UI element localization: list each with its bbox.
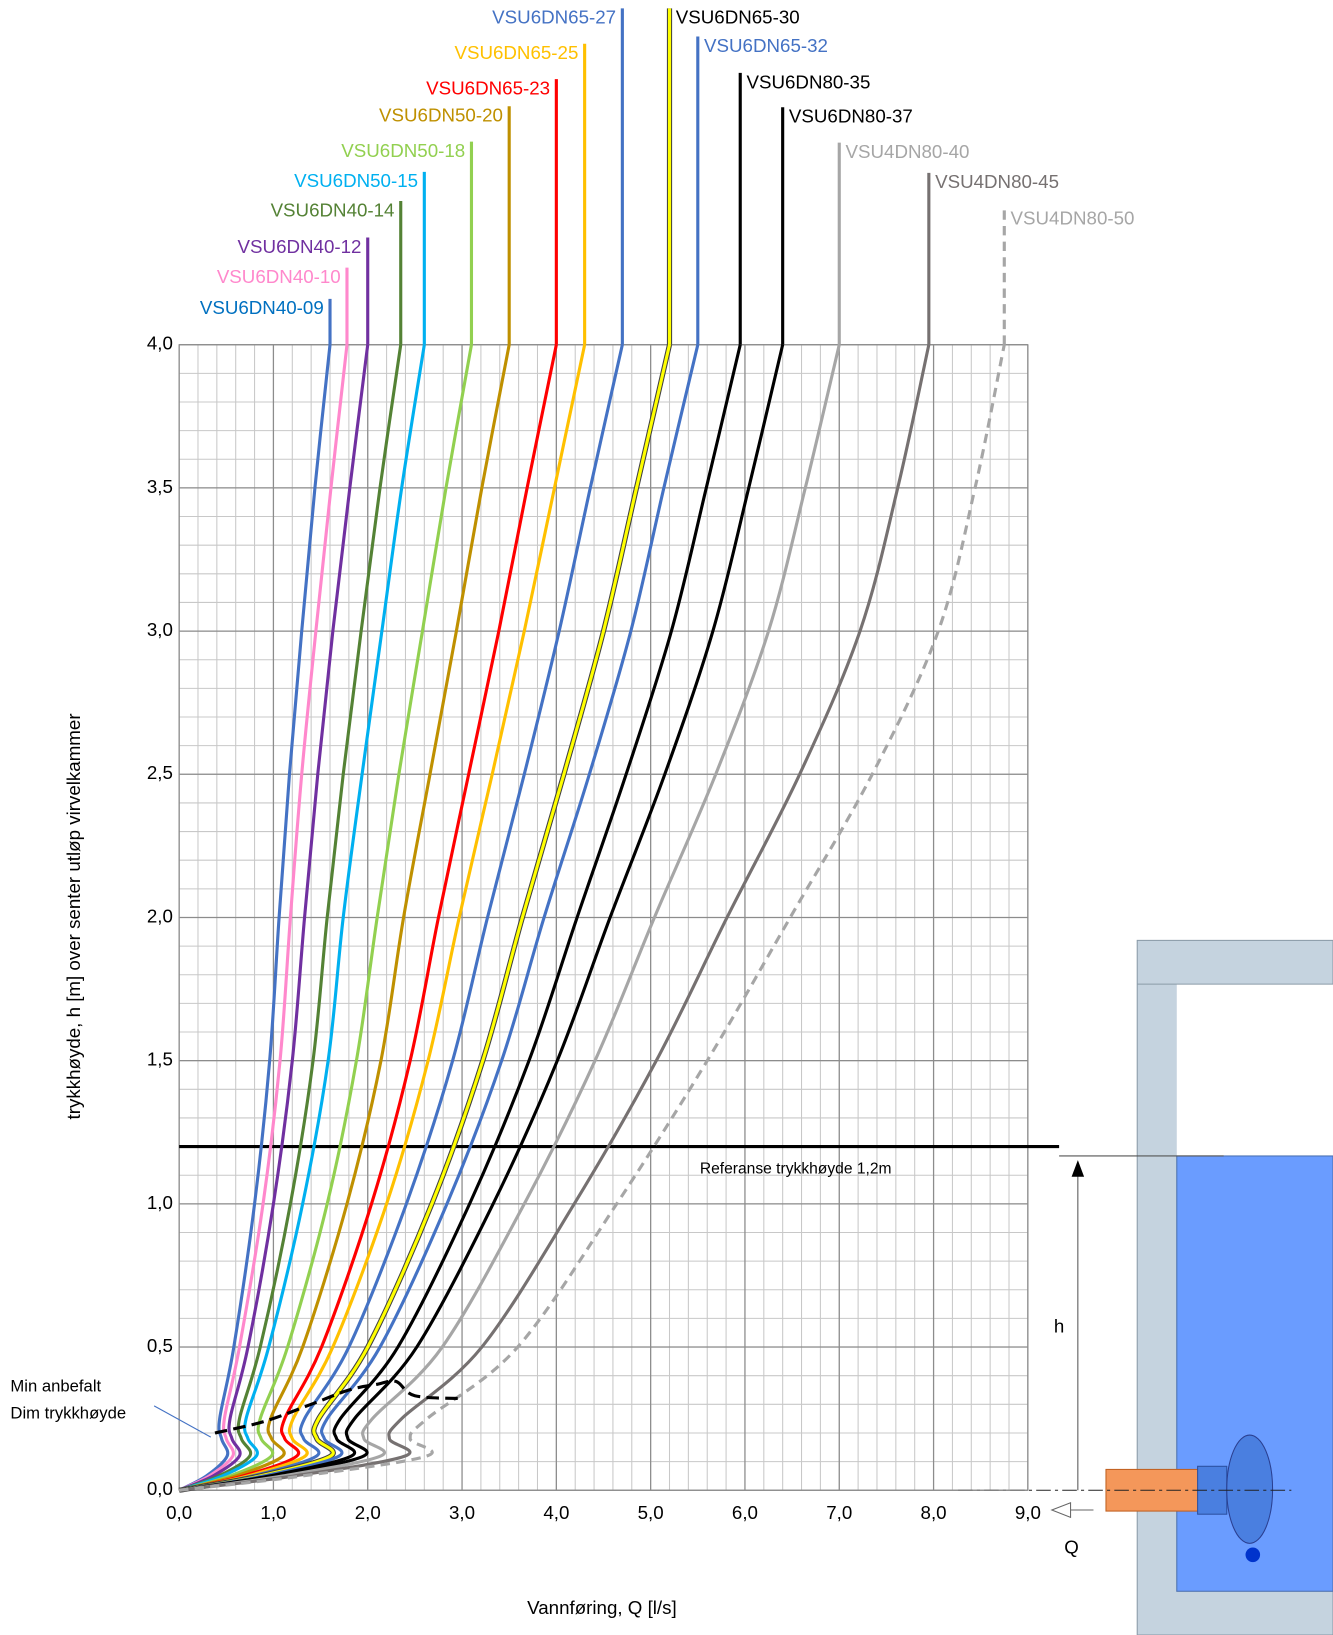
valve-outlet [1246,1548,1261,1563]
legend-label: VSU6DN65-25 [454,42,578,63]
legend-label: VSU6DN65-27 [492,7,616,28]
y-tick-label: 2,0 [147,905,173,926]
y-tick-label: 1,5 [147,1049,173,1070]
legend-label: VSU4DN80-40 [846,141,970,162]
legend-label: VSU6DN65-32 [704,35,828,56]
y-tick-label: 4,0 [147,333,173,354]
y-tick-label: 3,0 [147,619,173,640]
x-tick-label: 3,0 [449,1502,475,1523]
legend-label: VSU6DN80-35 [746,71,870,92]
x-axis-label: Vannføring, Q [l/s] [527,1597,677,1618]
chart: h Q Vannføring, Q [l/s] trykkhøyde, h [m… [0,0,1333,1635]
arrow-head [1072,1160,1084,1177]
legend-label: VSU6DN50-18 [341,140,465,161]
reference-label: Referanse trykkhøyde 1,2m [700,1161,892,1178]
y-axis-label: trykkhøyde, h [m] over senter utløp virv… [63,713,84,1119]
x-tick-label: 4,0 [543,1502,569,1523]
x-tick-label: 6,0 [732,1502,758,1523]
legend-label: VSU4DN80-45 [935,171,1059,192]
x-tick-label: 9,0 [1015,1502,1041,1523]
legend-label: VSU6DN40-10 [217,266,341,287]
x-tick-label: 0,0 [166,1502,192,1523]
valve [1227,1435,1273,1543]
y-tick-label: 2,5 [147,762,173,783]
legend-label: VSU6DN65-30 [676,7,800,28]
y-tick-label: 0,5 [147,1335,173,1356]
legend-label: VSU4DN80-50 [1011,208,1135,229]
flow-arrow-head [1052,1503,1071,1518]
annotation: Min anbefalt [10,1377,101,1396]
annotation: Dim trykkhøyde [10,1404,126,1423]
x-tick-label: 7,0 [826,1502,852,1523]
x-tick-label: 5,0 [638,1502,664,1523]
legend-label: VSU6DN50-15 [294,170,418,191]
h-label: h [1054,1316,1064,1337]
grid-layer [179,345,1028,1491]
legend-label: VSU6DN65-23 [426,78,550,99]
legend-label: VSU6DN40-12 [238,236,362,257]
legend-label: VSU6DN40-09 [200,297,324,318]
x-tick-label: 1,0 [260,1502,286,1523]
q-label: Q [1064,1537,1079,1558]
x-tick-label: 8,0 [921,1502,947,1523]
legend-label: VSU6DN80-37 [789,106,913,127]
page: {"chart_data":{"type":"line", "x_label":… [0,0,1333,1635]
y-tick-label: 0,0 [147,1478,173,1499]
legend-label: VSU6DN50-20 [379,105,503,126]
diagram: h Q [958,940,1333,1635]
legend-label: VSU6DN40-14 [271,199,395,220]
y-tick-label: 1,0 [147,1192,173,1213]
y-tick-label: 3,5 [147,476,173,497]
x-tick-label: 2,0 [355,1502,381,1523]
